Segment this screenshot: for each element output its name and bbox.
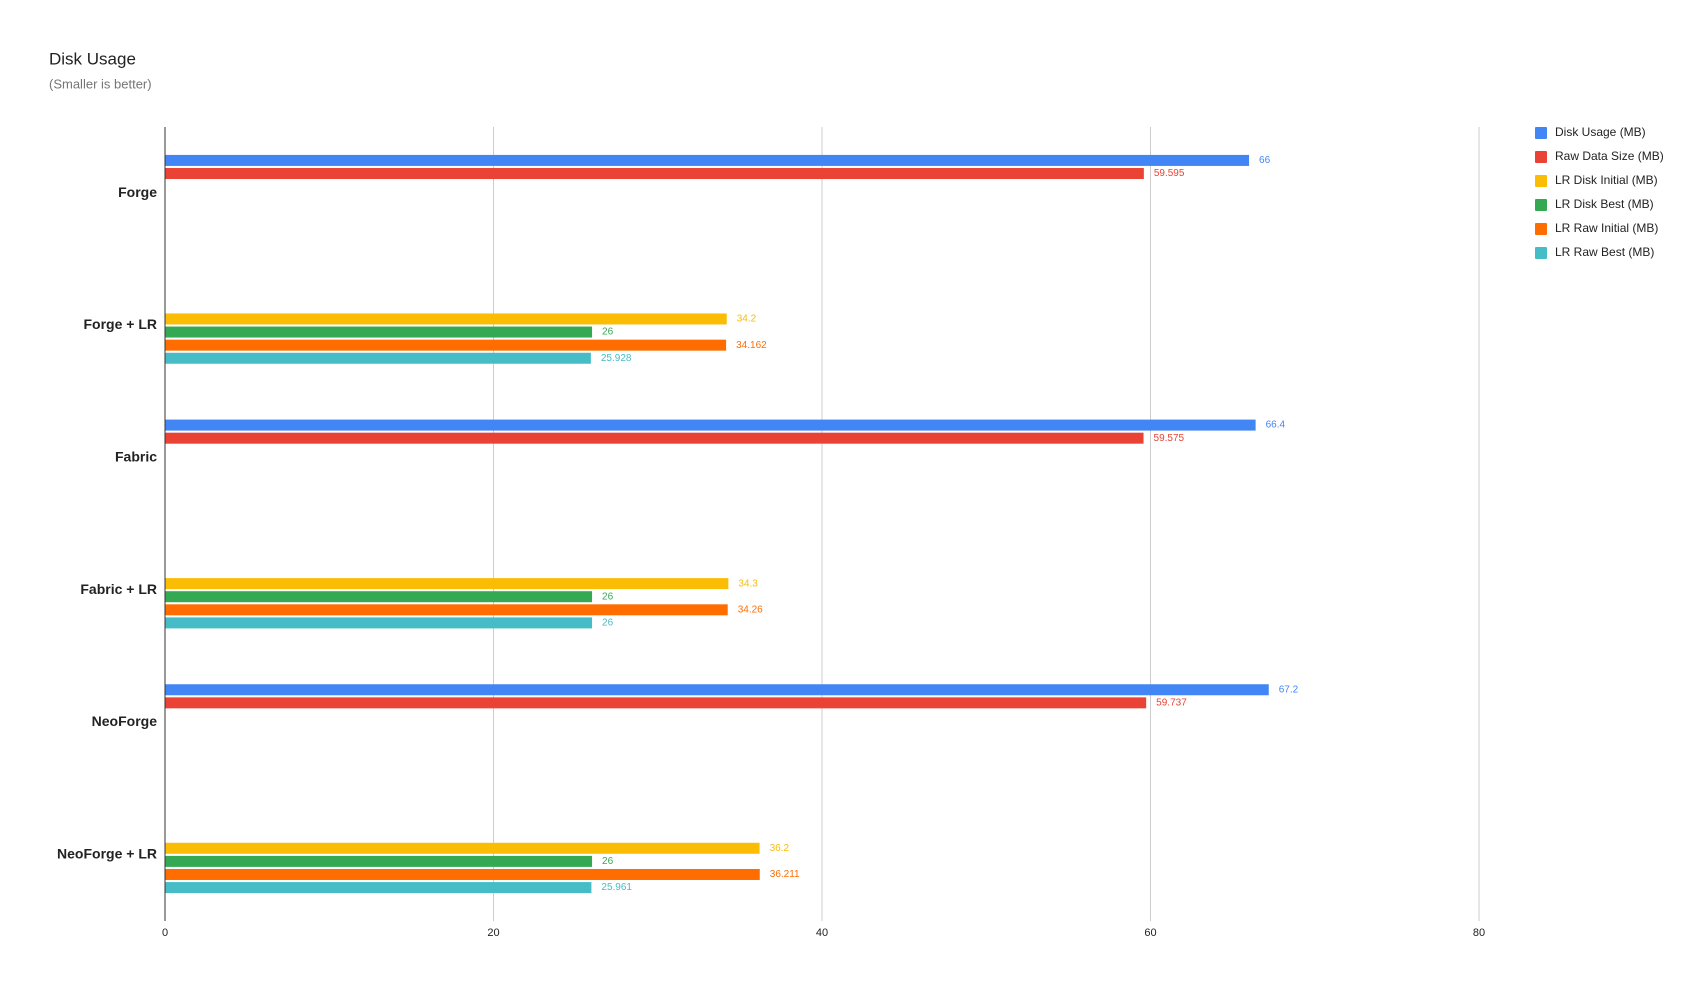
bar	[165, 882, 592, 894]
bar	[165, 339, 727, 351]
legend-label: LR Raw Initial (MB)	[1555, 221, 1658, 235]
y-tick-label: Forge + LR	[83, 316, 157, 332]
value-label: 26	[602, 327, 614, 338]
bar	[165, 697, 1147, 709]
x-tick-label: 0	[162, 927, 168, 939]
value-label: 34.26	[738, 604, 763, 615]
legend-swatch	[1535, 127, 1547, 139]
bar	[165, 419, 1256, 431]
legend-label: Disk Usage (MB)	[1555, 125, 1646, 139]
value-label: 66	[1259, 155, 1271, 166]
bar	[165, 578, 729, 590]
legend-swatch	[1535, 247, 1547, 259]
legend-swatch	[1535, 199, 1547, 211]
y-tick-label: Fabric	[115, 449, 157, 465]
y-tick-label: Fabric + LR	[80, 581, 157, 597]
bar	[165, 168, 1144, 180]
value-label: 25.928	[601, 353, 632, 364]
legend-swatch	[1535, 151, 1547, 163]
chart-title: Disk Usage	[49, 49, 136, 68]
value-label: 36.211	[770, 869, 800, 880]
bar	[165, 842, 760, 854]
bar	[165, 326, 593, 338]
legend-label: Raw Data Size (MB)	[1555, 149, 1664, 163]
value-label: 34.3	[738, 578, 758, 589]
value-label: 59.575	[1154, 433, 1185, 444]
value-label: 67.2	[1279, 684, 1299, 695]
legend-label: LR Disk Initial (MB)	[1555, 173, 1658, 187]
bar	[165, 352, 591, 364]
value-label: 59.737	[1156, 697, 1187, 708]
value-label: 26	[602, 856, 614, 867]
chart-subtitle: (Smaller is better)	[49, 76, 152, 91]
bar	[165, 868, 760, 880]
value-label: 66.4	[1266, 420, 1286, 431]
y-tick-label: Forge	[118, 184, 157, 200]
legend-label: LR Disk Best (MB)	[1555, 197, 1654, 211]
legend-swatch	[1535, 175, 1547, 187]
value-label: 34.162	[736, 340, 767, 351]
legend-swatch	[1535, 223, 1547, 235]
bar	[165, 684, 1269, 696]
bar	[165, 855, 593, 867]
value-label: 34.2	[737, 314, 757, 325]
bar	[165, 604, 728, 616]
x-tick-label: 60	[1144, 927, 1156, 939]
x-tick-label: 20	[487, 927, 499, 939]
legend-label: LR Raw Best (MB)	[1555, 245, 1654, 259]
bar	[165, 432, 1144, 444]
value-label: 59.595	[1154, 168, 1185, 179]
y-tick-label: NeoForge + LR	[57, 846, 157, 862]
bar	[165, 617, 593, 629]
y-tick-label: NeoForge	[92, 713, 158, 729]
bar	[165, 154, 1250, 166]
x-tick-label: 80	[1473, 927, 1485, 939]
value-label: 36.2	[770, 843, 790, 854]
value-label: 25.961	[601, 882, 632, 893]
bar	[165, 591, 593, 603]
x-tick-label: 40	[816, 927, 828, 939]
bar	[165, 313, 727, 325]
value-label: 26	[602, 618, 614, 629]
value-label: 26	[602, 591, 614, 602]
